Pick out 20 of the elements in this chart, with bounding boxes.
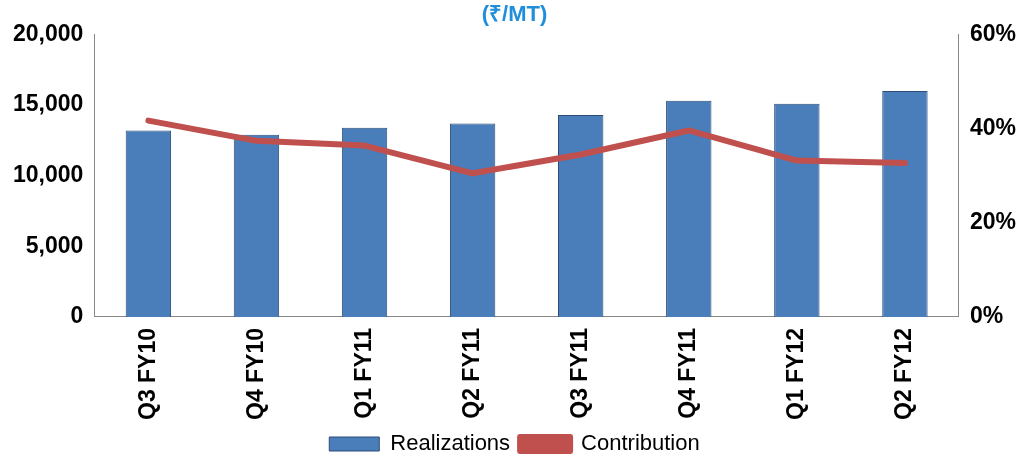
chart-title: (₹/MT): [481, 1, 548, 27]
y-tick-label: 15,000: [12, 90, 84, 117]
legend-label: Realizations: [390, 430, 511, 456]
x-tick-label: Q4 FY11: [674, 327, 701, 419]
x-tick-label: Q2 FY12: [890, 327, 917, 420]
y-tick-label: 5,000: [25, 231, 84, 258]
y-tick-label: 0: [70, 302, 84, 329]
y-tick-label: 10,000: [12, 161, 84, 188]
y2-tick-label: 0%: [969, 302, 1004, 329]
x-tick-label: Q1 FY12: [782, 327, 809, 420]
y2-tick-label: 20%: [969, 208, 1017, 235]
x-tick-label: Q3 FY10: [133, 327, 160, 420]
y-tick-label: 20,000: [12, 19, 84, 46]
y2-tick-label: 40%: [969, 113, 1017, 140]
y2-tick-label: 60%: [969, 19, 1017, 46]
x-tick-label: Q3 FY11: [566, 327, 593, 419]
legend-label: Contribution: [581, 430, 700, 456]
x-tick-label: Q1 FY11: [349, 327, 376, 419]
x-tick-label: Q2 FY11: [457, 327, 484, 419]
x-tick-label: Q4 FY10: [241, 327, 268, 420]
